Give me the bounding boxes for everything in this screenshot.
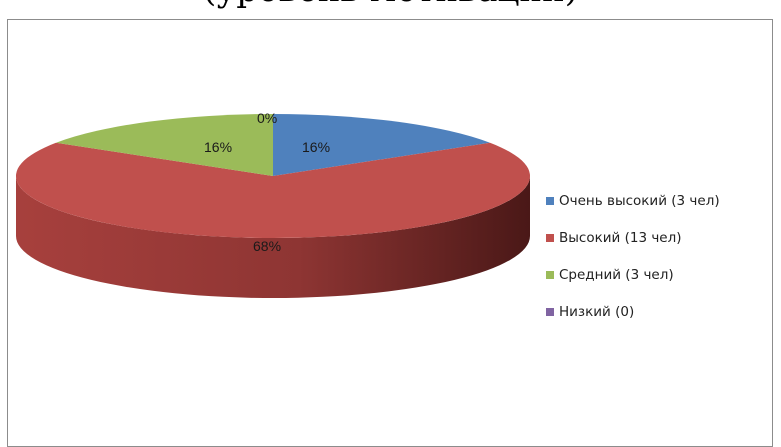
legend-label-medium: Средний (3 чел) xyxy=(559,267,674,283)
legend-swatch-medium xyxy=(546,271,554,279)
pie-slice-high xyxy=(16,142,531,238)
data-label-high: 68% xyxy=(253,238,281,254)
data-label-medium: 16% xyxy=(204,139,232,155)
chart-title-cut: (уровень мотивации) xyxy=(0,0,781,10)
pie-slice-very-high xyxy=(273,114,490,176)
legend-swatch-very-high xyxy=(546,197,554,205)
pie-slices xyxy=(16,114,531,238)
legend-label-high: Высокий (13 чел) xyxy=(559,230,682,246)
pie-side xyxy=(16,176,530,298)
legend-swatch-high xyxy=(546,234,554,242)
data-label-low: 0% xyxy=(257,110,277,126)
data-label-very-high: 16% xyxy=(302,139,330,155)
legend-label-very-high: Очень высокий (3 чел) xyxy=(559,193,720,209)
legend-label-low: Низкий (0) xyxy=(559,304,634,320)
legend: Очень высокий (3 чел) Высокий (13 чел) С… xyxy=(546,193,720,320)
legend-swatch-low xyxy=(546,308,554,316)
pie-slice-medium xyxy=(56,114,274,176)
